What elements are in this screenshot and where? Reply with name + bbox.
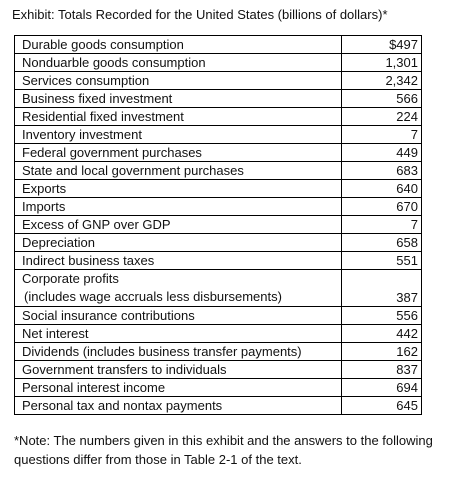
row-label: Services consumption (14, 71, 342, 90)
row-label: Net interest (14, 323, 342, 343)
row-label: Personal tax and nontax payments (14, 395, 342, 415)
row-label: Depreciation (14, 233, 342, 252)
row-label: Business fixed investment (14, 89, 342, 108)
row-label: Exports (14, 179, 342, 198)
table-row: Net interest 442 (14, 323, 422, 343)
table-row: Corporate profits (includes wage accrual… (14, 269, 422, 307)
row-value: 2,342 (340, 71, 422, 90)
row-label: Corporate profits (includes wage accrual… (14, 269, 342, 307)
row-value: 670 (340, 197, 422, 216)
table-row: Personal tax and nontax payments 645 (14, 395, 422, 415)
row-label: Imports (14, 197, 342, 216)
table-row: Durable goods consumption $497 (14, 35, 422, 54)
table-row: Indirect business taxes 551 (14, 251, 422, 270)
row-value: 551 (340, 251, 422, 270)
table-row: Personal interest income 694 (14, 377, 422, 397)
table-row: Federal government purchases 449 (14, 143, 422, 162)
table-row: Government transfers to individuals 837 (14, 359, 422, 379)
row-value: 658 (340, 233, 422, 252)
row-value: 1,301 (340, 53, 422, 72)
row-label: Excess of GNP over GDP (14, 215, 342, 234)
table-row: Imports 670 (14, 197, 422, 216)
row-value: 449 (340, 143, 422, 162)
row-label: Indirect business taxes (14, 251, 342, 270)
table-row: Services consumption 2,342 (14, 71, 422, 90)
row-value: 645 (340, 395, 422, 415)
row-label-line-1: Corporate profits (22, 271, 119, 286)
row-value: 694 (340, 377, 422, 397)
row-value: 556 (340, 305, 422, 325)
row-label-line-2: (includes wage accruals less disbursemen… (24, 288, 282, 304)
row-value: 224 (340, 107, 422, 126)
row-value: 7 (340, 215, 422, 234)
table-row: Exports 640 (14, 179, 422, 198)
row-value: 442 (340, 323, 422, 343)
totals-table: Durable goods consumption $497 Nonduarbl… (14, 35, 422, 415)
row-label: Federal government purchases (14, 143, 342, 162)
table-row: Depreciation 658 (14, 233, 422, 252)
table-row: Inventory investment 7 (14, 125, 422, 144)
row-label: Dividends (includes business transfer pa… (14, 341, 342, 361)
row-label: State and local government purchases (14, 161, 342, 180)
table-row: Excess of GNP over GDP 7 (14, 215, 422, 234)
row-label: Nonduarble goods consumption (14, 53, 342, 72)
table-row: Business fixed investment 566 (14, 89, 422, 108)
row-label: Inventory investment (14, 125, 342, 144)
row-value: 566 (340, 89, 422, 108)
row-label: Social insurance contributions (14, 305, 342, 325)
exhibit-title: Exhibit: Totals Recorded for the United … (12, 7, 388, 22)
row-label: Durable goods consumption (14, 35, 342, 54)
row-label: Government transfers to individuals (14, 359, 342, 379)
table-row: Residential fixed investment 224 (14, 107, 422, 126)
row-value: 162 (340, 341, 422, 361)
row-label: Personal interest income (14, 377, 342, 397)
footnote: *Note: The numbers given in this exhibit… (14, 433, 433, 467)
row-value: 7 (340, 125, 422, 144)
row-value: $497 (340, 35, 422, 54)
table-row: State and local government purchases 683 (14, 161, 422, 180)
table-row: Social insurance contributions 556 (14, 305, 422, 325)
row-value: 640 (340, 179, 422, 198)
table-row: Dividends (includes business transfer pa… (14, 341, 422, 361)
table-row: Nonduarble goods consumption 1,301 (14, 53, 422, 72)
row-value: 837 (340, 359, 422, 379)
row-label: Residential fixed investment (14, 107, 342, 126)
row-value: 683 (340, 161, 422, 180)
row-value: 387 (340, 269, 422, 307)
